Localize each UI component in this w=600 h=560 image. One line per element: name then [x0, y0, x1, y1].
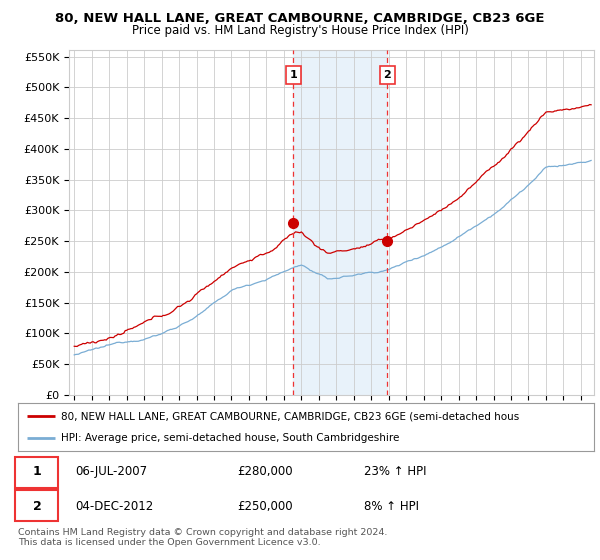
Text: This data is licensed under the Open Government Licence v3.0.: This data is licensed under the Open Gov…: [18, 538, 320, 547]
Text: 80, NEW HALL LANE, GREAT CAMBOURNE, CAMBRIDGE, CB23 6GE: 80, NEW HALL LANE, GREAT CAMBOURNE, CAMB…: [55, 12, 545, 25]
Text: 04-DEC-2012: 04-DEC-2012: [76, 500, 154, 512]
Text: 2: 2: [383, 70, 391, 80]
Text: 8% ↑ HPI: 8% ↑ HPI: [364, 500, 419, 512]
Text: 1: 1: [289, 70, 297, 80]
Text: Contains HM Land Registry data © Crown copyright and database right 2024.: Contains HM Land Registry data © Crown c…: [18, 528, 388, 536]
Text: Price paid vs. HM Land Registry's House Price Index (HPI): Price paid vs. HM Land Registry's House …: [131, 24, 469, 37]
Text: 1: 1: [32, 465, 41, 478]
Text: £280,000: £280,000: [237, 465, 293, 478]
Text: HPI: Average price, semi-detached house, South Cambridgeshire: HPI: Average price, semi-detached house,…: [61, 433, 400, 443]
Text: 2: 2: [32, 500, 41, 512]
Bar: [293, 50, 388, 395]
Text: 06-JUL-2007: 06-JUL-2007: [76, 465, 148, 478]
Text: 23% ↑ HPI: 23% ↑ HPI: [364, 465, 426, 478]
FancyBboxPatch shape: [15, 457, 58, 488]
Text: £250,000: £250,000: [237, 500, 293, 512]
FancyBboxPatch shape: [15, 490, 58, 521]
Text: 80, NEW HALL LANE, GREAT CAMBOURNE, CAMBRIDGE, CB23 6GE (semi-detached hous: 80, NEW HALL LANE, GREAT CAMBOURNE, CAMB…: [61, 411, 520, 421]
